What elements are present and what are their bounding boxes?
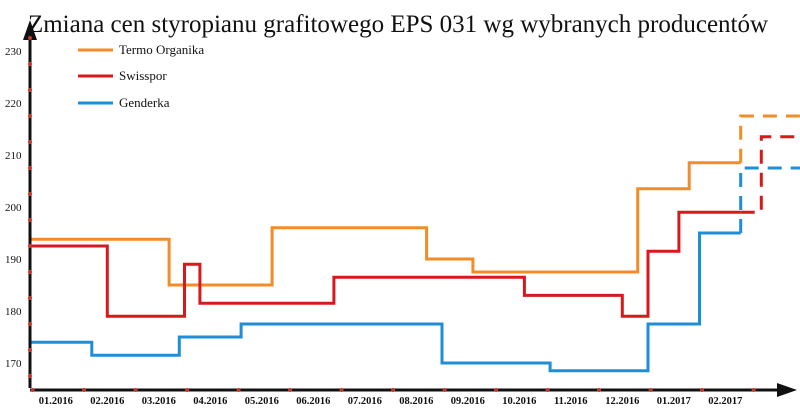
y-tick-label: 170 (5, 358, 22, 370)
x-axis-marker (648, 388, 653, 392)
y-axis-marker (28, 140, 32, 144)
x-axis-marker (700, 388, 705, 392)
x-axis-marker (185, 388, 190, 392)
legend-item: Swisspor (78, 68, 167, 83)
y-tick-label: 210 (5, 150, 22, 162)
x-tick-label: 03.2016 (142, 396, 176, 407)
y-tick-label: 230 (5, 46, 22, 58)
y-axis-marker (28, 62, 32, 66)
x-tick-label: 06.2016 (296, 396, 330, 407)
y-tick-label: 180 (5, 306, 22, 318)
y-axis-marker (28, 296, 32, 300)
y-ticks: 170 180 190 200 210 220 230 (5, 36, 32, 378)
x-tick-label: 09.2016 (451, 396, 485, 407)
x-axis-arrow-icon (777, 383, 797, 397)
y-axis-arrow-icon (23, 20, 37, 40)
x-axis-marker (391, 388, 396, 392)
x-tick-label: 12.2016 (605, 396, 639, 407)
y-axis-marker (28, 270, 32, 274)
x-tick-label: 05.2016 (245, 396, 279, 407)
legend-item: Genderka (78, 95, 170, 110)
x-axis: 01.2016 02.2016 03.2016 04.2016 05.2016 06.20… (30, 383, 797, 407)
legend-label: Genderka (119, 95, 170, 110)
series-line (30, 210, 741, 318)
series-projection-line (739, 114, 800, 163)
y-axis-marker (28, 244, 32, 248)
x-axis-marker (82, 388, 87, 392)
legend-label: Termo Organika (119, 42, 204, 57)
x-axis-marker (236, 388, 241, 392)
y-axis-marker (28, 374, 32, 378)
y-axis-marker (28, 322, 32, 326)
y-axis-marker (28, 88, 32, 92)
x-tick-label: 02.2017 (708, 396, 742, 407)
y-axis-marker (28, 218, 32, 222)
x-axis-marker (133, 388, 138, 392)
y-axis-marker (28, 348, 32, 352)
x-axis-marker (494, 388, 499, 392)
y-axis: 170 180 190 200 210 220 230 (5, 20, 37, 388)
y-tick-label: 190 (5, 254, 22, 266)
series-projection-line (740, 135, 800, 214)
x-axis-marker (751, 388, 756, 392)
y-tick-label: 220 (5, 98, 22, 110)
x-tick-label: 04.2016 (193, 396, 227, 407)
x-axis-marker (339, 388, 344, 392)
x-tick-label: 07.2016 (348, 396, 382, 407)
x-tick-label: 10.2016 (502, 396, 536, 407)
x-tick-label: 01.2017 (657, 396, 691, 407)
x-tick-label: 02.2016 (90, 396, 124, 407)
series-projection-line (739, 166, 800, 233)
x-axis-marker (30, 388, 35, 392)
chart-title: Zmiana cen styropianu grafitowego EPS 03… (28, 11, 768, 38)
series-line (30, 231, 741, 373)
y-axis-marker (28, 166, 32, 170)
x-tick-label: 11.2016 (554, 396, 588, 407)
x-tick-label: 08.2016 (399, 396, 433, 407)
x-axis-marker (288, 388, 293, 392)
y-tick-label: 200 (5, 202, 22, 214)
y-axis-marker (28, 114, 32, 118)
series-line (30, 161, 741, 287)
series-layer (30, 114, 800, 373)
x-ticks: 01.2016 02.2016 03.2016 04.2016 05.2016 06.20… (30, 388, 756, 407)
legend-label: Swisspor (119, 68, 167, 83)
x-axis-marker (442, 388, 447, 392)
legend-item: Termo Organika (78, 42, 204, 57)
x-tick-label: 01.2016 (39, 396, 73, 407)
y-axis-marker (28, 36, 32, 40)
y-axis-marker (28, 192, 32, 196)
legend: Termo Organika Swisspor Genderka (78, 42, 204, 110)
x-axis-marker (597, 388, 602, 392)
x-axis-marker (545, 388, 550, 392)
